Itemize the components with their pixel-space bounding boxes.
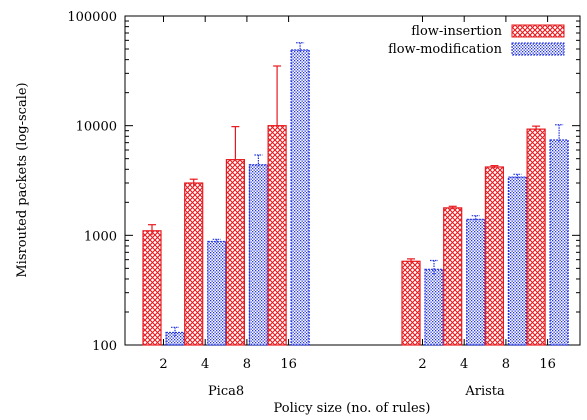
x-axis-label: Policy size (no. of rules) bbox=[274, 401, 431, 416]
y-tick-label: 1000 bbox=[84, 229, 117, 244]
bar-pica8-insertion-8 bbox=[225, 159, 245, 346]
bar-pica8-insertion-16 bbox=[267, 125, 287, 346]
x-tick-label: 16 bbox=[539, 357, 556, 372]
legend-label-modification: flow-modification bbox=[388, 42, 503, 57]
x-tick-label: 2 bbox=[159, 357, 167, 372]
legend-swatch-insertion bbox=[511, 24, 565, 38]
y-axis: 100 1000 10000 100000 bbox=[67, 10, 580, 354]
x-tick-label: 8 bbox=[502, 357, 510, 372]
bar-pica8-modification-2 bbox=[165, 331, 185, 346]
x-tick-label: 16 bbox=[280, 357, 297, 372]
group-label-pica8: Pica8 bbox=[208, 384, 244, 399]
bar-arista-modification-16 bbox=[549, 139, 569, 346]
bar-arista-modification-4 bbox=[466, 218, 486, 346]
x-tick-label: 8 bbox=[243, 357, 251, 372]
legend: flow-insertion flow-modification bbox=[388, 24, 565, 57]
x-tick-label: 4 bbox=[460, 357, 468, 372]
bar-pica8-modification-8 bbox=[248, 164, 268, 346]
bar-arista-insertion-4 bbox=[443, 207, 463, 346]
bar-arista-insertion-16 bbox=[526, 128, 546, 346]
bar-arista-modification-8 bbox=[507, 176, 527, 346]
legend-label-insertion: flow-insertion bbox=[411, 24, 502, 39]
bar-arista-insertion-2 bbox=[401, 260, 421, 346]
x-tick-label: 2 bbox=[418, 357, 426, 372]
x-tick-label: 4 bbox=[201, 357, 209, 372]
bar-arista-modification-2 bbox=[424, 268, 444, 346]
bar-pica8-modification-16 bbox=[290, 49, 310, 346]
bar-arista-insertion-8 bbox=[484, 166, 504, 346]
legend-swatch-modification bbox=[511, 42, 565, 56]
bar-pica8-insertion-4 bbox=[184, 182, 204, 346]
bar-pica8-insertion-2 bbox=[142, 230, 162, 346]
y-tick-label: 100 bbox=[92, 339, 117, 354]
x-axis: 2 4 8 16 Pica8 2 4 8 16 Arista bbox=[159, 16, 556, 399]
y-tick-label: 100000 bbox=[67, 10, 117, 25]
y-tick-label: 10000 bbox=[76, 120, 117, 135]
bar-pica8-modification-4 bbox=[207, 240, 227, 346]
bars bbox=[142, 42, 569, 346]
group-label-arista: Arista bbox=[464, 384, 505, 399]
y-axis-label: Misrouted packets (log-scale) bbox=[15, 82, 30, 277]
plot-frame bbox=[124, 15, 581, 346]
